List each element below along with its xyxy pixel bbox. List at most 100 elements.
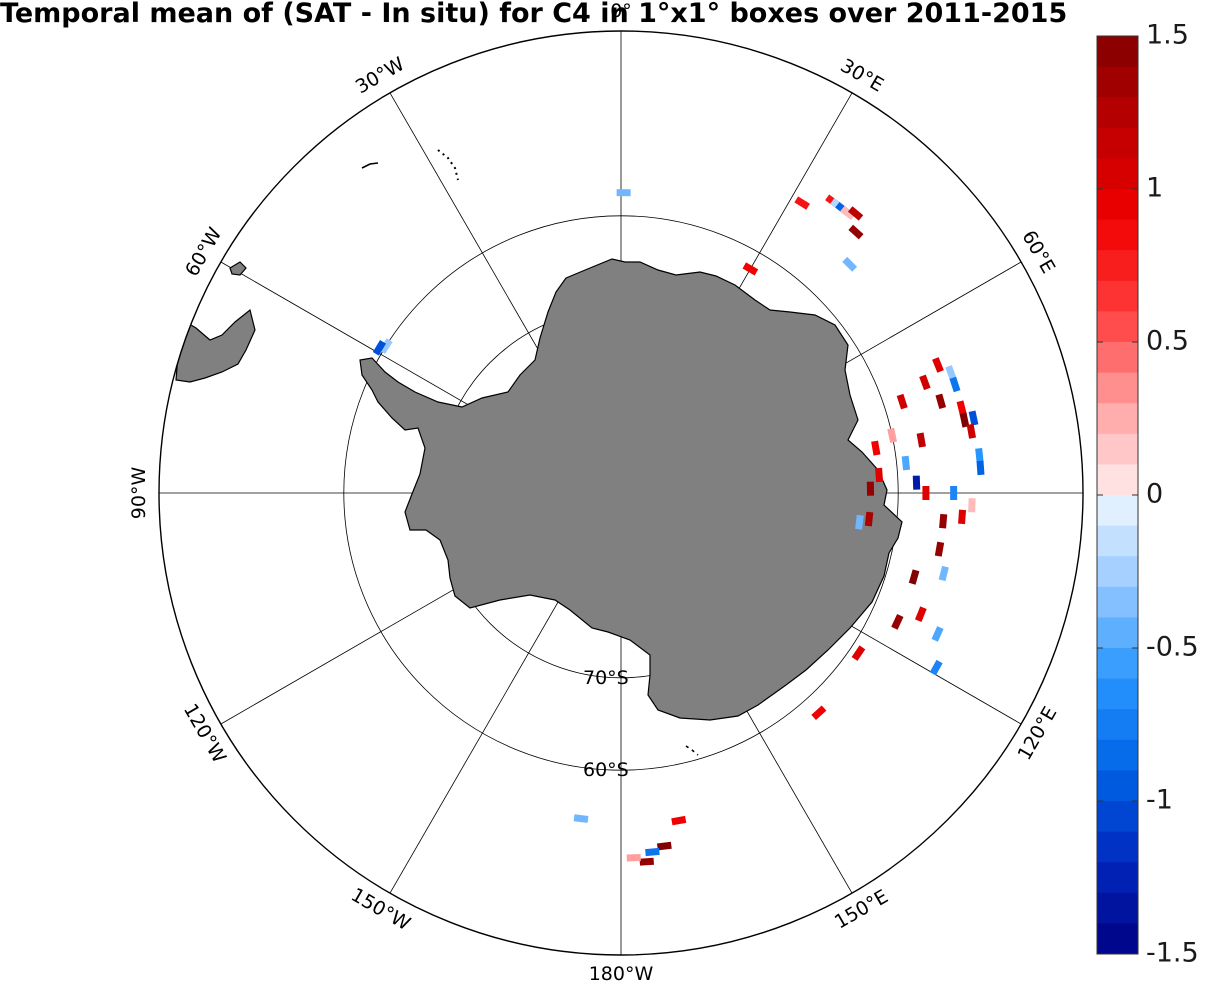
colorbar-segment (1097, 158, 1138, 190)
data-cell (851, 645, 866, 661)
meridian-label-lon-150w: 150°W (347, 884, 414, 935)
landmass-layer (175, 149, 903, 756)
data-cell (671, 815, 687, 826)
colorbar-segment (1097, 892, 1138, 924)
colorbar-segment (1097, 97, 1138, 129)
meridian-label-lon-30e: 30°E (837, 55, 888, 97)
colorbar: 1.5 1 0.5 0 -0.5 -1 -1.5 (1096, 20, 1199, 969)
colorbar-segment (1097, 127, 1138, 159)
south-america-tip (175, 308, 256, 383)
data-cell (645, 847, 660, 857)
colorbar-segment (1097, 617, 1138, 649)
colorbar-tick-label: 1.5 (1146, 20, 1189, 51)
colorbar-segment (1097, 678, 1138, 710)
data-cell (908, 569, 920, 585)
colorbar-segment (1097, 372, 1138, 404)
data-cell (916, 432, 926, 448)
meridian-label-lon-60w: 60°W (181, 224, 226, 281)
data-cell (922, 486, 930, 500)
data-cell (847, 206, 864, 221)
data-cell (956, 400, 967, 416)
data-cell (912, 475, 921, 490)
colorbar-tick-label: 0.5 (1146, 326, 1189, 357)
data-cell (896, 393, 908, 410)
data-cells-layer (372, 189, 985, 866)
data-cell (855, 514, 864, 530)
chart-title: Temporal mean of (SAT - In situ) for C4 … (0, 0, 1068, 29)
colorbar-segment (1097, 66, 1138, 98)
data-cell (929, 659, 943, 676)
colorbar-segment (1097, 219, 1138, 251)
data-cell (932, 357, 944, 373)
meridian-label-lon-150e: 150°E (831, 886, 892, 934)
colorbar-segment (1097, 648, 1138, 680)
colorbar-segment (1097, 831, 1138, 863)
colorbar-segment (1097, 801, 1138, 833)
antarctica-landmass (359, 258, 903, 721)
colorbar-segment (1097, 433, 1138, 465)
colorbar-segment (1097, 770, 1138, 802)
meridian-label-lon-30w: 30°W (352, 53, 409, 98)
data-cell (975, 448, 984, 463)
colorbar-segment (1097, 923, 1138, 955)
data-cell (887, 427, 898, 443)
colorbar-segment (1097, 36, 1138, 68)
colorbar-segment (1097, 342, 1138, 374)
data-cell (919, 374, 931, 391)
data-cell (966, 423, 976, 439)
data-cell (871, 440, 881, 456)
latitude-label-lat-70: 70°S (583, 667, 629, 689)
colorbar-segment (1097, 709, 1138, 741)
colorbar-tick-label: 0 (1146, 479, 1163, 510)
falkland-islands (229, 261, 247, 276)
data-cell (976, 460, 985, 476)
map-boundary (158, 30, 1084, 956)
data-cell (742, 262, 759, 276)
meridian-label-lon-60e: 60°E (1017, 227, 1059, 278)
data-cell (866, 481, 875, 496)
meridian-label-lon-120w: 120°W (179, 700, 230, 767)
meridian-label-lon-0: 0° (610, 0, 632, 22)
latitude-label-lat-60: 60°S (583, 759, 629, 781)
south-georgia (361, 162, 379, 169)
data-cell (968, 410, 979, 426)
data-cell (968, 498, 976, 513)
colorbar-segment (1097, 311, 1138, 343)
balleny-islands (685, 745, 699, 756)
data-cell (939, 513, 948, 529)
colorbar-segment (1097, 189, 1138, 221)
data-cell (864, 511, 874, 527)
colorbar-tick-label: 1 (1146, 173, 1163, 204)
colorbar-segment (1097, 403, 1138, 435)
colorbar-segment (1097, 495, 1138, 527)
meridian-label-lon-90w: 90°W (128, 467, 150, 520)
data-cell (935, 393, 947, 410)
colorbar-segment (1097, 280, 1138, 312)
data-cell (914, 606, 927, 622)
data-cell (934, 541, 945, 557)
data-cell (811, 705, 827, 721)
data-cell (372, 340, 387, 356)
data-cell (616, 189, 631, 197)
data-cell (945, 365, 957, 381)
colorbar-segment (1097, 556, 1138, 588)
data-cell (639, 857, 655, 866)
data-cell (656, 841, 672, 851)
data-cell (950, 486, 958, 500)
colorbar-segment (1097, 464, 1138, 496)
data-cell (573, 814, 589, 823)
colorbar-segment (1097, 739, 1138, 771)
data-cell (626, 854, 641, 862)
data-cell (379, 338, 393, 354)
colorbar-segment (1097, 250, 1138, 282)
colorbar-segment (1097, 586, 1138, 618)
data-cell (949, 376, 961, 393)
sandwich-islands (437, 149, 459, 181)
meridian-label-lon-120e: 120°E (1014, 703, 1062, 764)
data-cell (901, 455, 911, 471)
data-cell (875, 467, 884, 483)
data-cell (848, 224, 864, 240)
data-cell (891, 614, 904, 630)
colorbar-segment (1097, 525, 1138, 557)
